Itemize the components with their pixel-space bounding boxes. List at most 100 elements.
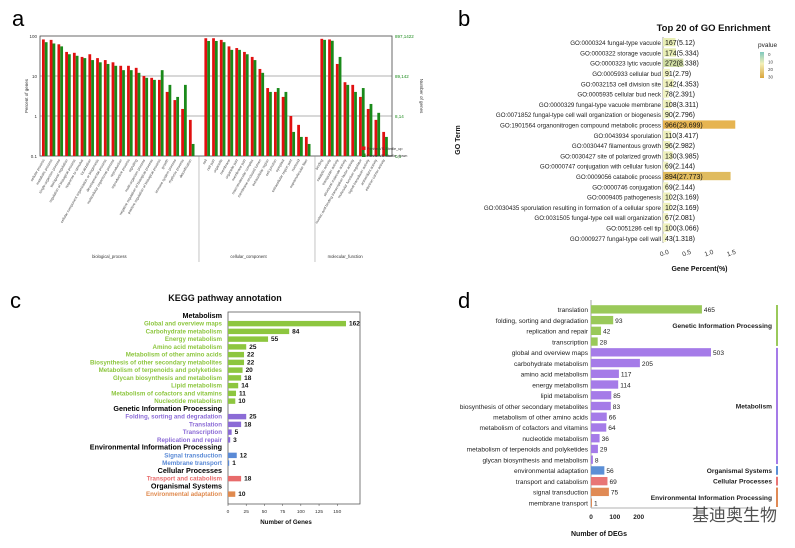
bar-up — [72, 52, 76, 156]
bar-up — [42, 39, 45, 156]
category-label: cell — [202, 158, 208, 165]
legend-tick-label: 20 — [768, 67, 774, 72]
bar-down — [230, 49, 234, 156]
bar-down — [183, 84, 187, 156]
bar-value-label: 10 — [238, 491, 246, 498]
bar — [228, 398, 236, 404]
bar — [591, 444, 598, 454]
legend-swatch — [362, 153, 366, 157]
pathway-label: Amino acid metabolism — [153, 344, 223, 351]
bar — [228, 475, 242, 482]
bar-value-label: 22 — [247, 352, 255, 359]
panel-label-a: a — [12, 6, 25, 31]
bar-up — [111, 62, 115, 156]
go-term-label: GO:1901564 organonitrogen compound metab… — [500, 123, 661, 130]
bar — [591, 455, 593, 464]
bar-up — [304, 136, 308, 156]
bar — [591, 401, 611, 411]
bar-down — [83, 58, 87, 156]
bar-value-label: 28 — [600, 339, 608, 346]
bar-up — [320, 38, 324, 156]
bar — [228, 320, 346, 327]
bar-up — [382, 131, 386, 156]
chart-title: Top 20 of GO Enrichment — [657, 23, 772, 34]
bar — [591, 476, 608, 486]
bar — [663, 151, 673, 160]
bar-down — [385, 136, 388, 156]
y-axis-title-left: Percent of genes — [24, 78, 29, 113]
left-tick-label: 100 — [29, 34, 37, 39]
legend-colorbar — [760, 52, 764, 78]
bar-down — [338, 56, 342, 157]
bar-up — [274, 91, 277, 156]
bar-value-label: 69 — [609, 479, 617, 486]
go-term-label: GO:0009056 catabolic process — [576, 174, 661, 181]
bar-value-label: 100(3.066) — [665, 226, 699, 233]
bar — [228, 413, 247, 420]
bar-value-label: 18 — [244, 421, 252, 428]
bar-value-label: 55 — [271, 336, 279, 343]
bar — [663, 58, 684, 67]
panel-label-c: c — [10, 288, 21, 313]
pathway-label: Environmental adaptation — [146, 491, 222, 498]
bar-up — [335, 63, 339, 156]
pathway-label: replication and repair — [526, 329, 588, 336]
group-label: Organismal Systems — [707, 468, 773, 475]
bar-value-label: 12 — [240, 452, 248, 459]
bar-value-label: 18 — [244, 375, 252, 382]
bar-down — [238, 49, 241, 156]
bar-value-label: 966(29.699) — [665, 123, 703, 130]
bar-value-label: 117 — [621, 372, 632, 379]
bar-down — [191, 143, 195, 156]
legend-tick-label: 30 — [768, 75, 774, 80]
x-tick-label: 50 — [262, 509, 268, 515]
bar-down — [245, 54, 249, 157]
bar — [591, 315, 614, 325]
pathway-label: glycan biosynthesis and metabolism — [482, 457, 588, 464]
bar-up — [158, 79, 161, 156]
category-label: signaling — [128, 159, 139, 173]
bar — [663, 89, 669, 98]
bar — [591, 380, 619, 389]
bar — [663, 161, 669, 170]
bar — [663, 202, 671, 212]
legend-swatch — [362, 146, 366, 150]
watermark-text: 基迪奥生物 — [692, 506, 777, 526]
x-tick-label: 25 — [244, 509, 250, 515]
bar — [228, 336, 269, 342]
x-tick-label: 1.0 — [704, 249, 715, 259]
bar-up — [204, 38, 208, 157]
bar-up — [150, 77, 154, 156]
bar — [663, 68, 670, 78]
bar-value-label: 167(5.12) — [665, 40, 695, 47]
bar-value-label: 66 — [609, 415, 617, 422]
bar — [591, 487, 609, 497]
bar-value-label: 162 — [349, 321, 360, 328]
bar — [591, 434, 600, 443]
legend-tick-label: 0 — [768, 52, 771, 57]
pathway-label: Carbohydrate metabolism — [146, 328, 223, 335]
bar — [591, 466, 605, 475]
pathway-label: lipid metabolism — [541, 393, 589, 400]
section-header: Genetic Information Processing — [113, 404, 222, 413]
bar — [663, 38, 676, 47]
bar — [663, 79, 674, 88]
go-term-label: GO:0000746 conjugation — [592, 184, 661, 191]
bar-down — [253, 60, 257, 157]
legend-label: Fenhe-VS-Sterile_up — [367, 147, 402, 151]
bar — [228, 452, 237, 459]
bar-down — [346, 84, 350, 156]
bar-value-label: 8 — [595, 457, 599, 464]
bar-value-label: 108(3.311) — [665, 102, 698, 109]
bar-value-label: 102(3.169) — [665, 205, 699, 212]
go-term-label: GO:0000324 fungal-type vacuole — [570, 40, 661, 47]
bar-up — [328, 39, 331, 156]
group-label: Genetic Information Processing — [672, 323, 772, 330]
bar-up — [134, 67, 138, 156]
bar-value-label: 25 — [249, 344, 257, 351]
x-tick-label: 1.5 — [726, 249, 737, 259]
bar-down — [323, 39, 326, 156]
bar-down — [91, 60, 94, 157]
bar-value-label: 205 — [642, 361, 653, 368]
bar-up — [49, 39, 53, 156]
